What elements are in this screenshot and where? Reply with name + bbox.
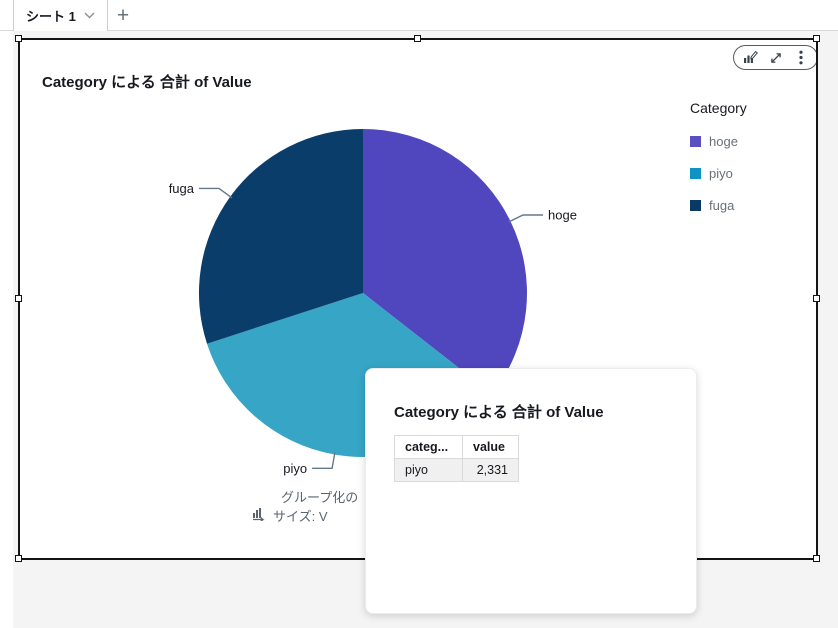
tooltip-cell-value: 2,331 [462,458,519,482]
resize-handle-ne[interactable] [813,35,820,42]
tooltip-cell-category: piyo [394,458,463,482]
legend: Category hoge piyo fuga [690,100,747,230]
resize-handle-e[interactable] [813,295,820,302]
resize-handle-se[interactable] [813,555,820,562]
chart-tooltip: Category による 合計 of Value categ... value … [365,368,697,614]
field-hint-size-label: サイズ: V [273,509,328,524]
legend-label: hoge [709,134,738,149]
legend-title: Category [690,100,747,116]
tooltip-col-category: categ... [394,435,463,459]
legend-item-fuga[interactable]: fuga [690,198,747,213]
tooltip-title: Category による 合計 of Value [394,404,604,421]
tooltip-table: categ... value piyo 2,331 [394,435,519,482]
visual-title: Category による 合計 of Value [42,74,252,91]
pie-slice-fuga[interactable] [198,129,363,344]
legend-label: fuga [709,198,735,213]
legend-swatch-hoge [690,136,701,147]
sheet-tab-active[interactable]: シート 1 [13,0,108,31]
resize-handle-n[interactable] [414,35,421,42]
legend-item-piyo[interactable]: piyo [690,166,747,181]
legend-label: piyo [709,166,733,181]
legend-swatch-fuga [690,200,701,211]
visual-menu [733,45,818,70]
resize-handle-nw[interactable] [15,35,22,42]
field-hint-grouping: グループ化の [281,490,359,505]
field-wells-icon [252,507,267,524]
sheet-tab-bar: シート 1 + [0,0,838,31]
maximize-icon[interactable] [768,50,783,65]
tooltip-row: piyo 2,331 [394,458,519,482]
legend-item-hoge[interactable]: hoge [690,134,747,149]
chevron-down-icon[interactable] [84,12,95,19]
resize-handle-w[interactable] [15,295,22,302]
field-hint-size: サイズ: V [252,506,328,525]
pie-slice-hoge[interactable] [363,129,527,394]
kebab-menu-icon[interactable] [793,50,808,65]
edit-visual-icon[interactable] [743,50,758,65]
add-sheet-button[interactable]: + [116,4,130,27]
sheet-tab-label: シート 1 [26,9,76,24]
legend-swatch-piyo [690,168,701,179]
tooltip-col-value: value [462,435,519,459]
resize-handle-sw[interactable] [15,555,22,562]
